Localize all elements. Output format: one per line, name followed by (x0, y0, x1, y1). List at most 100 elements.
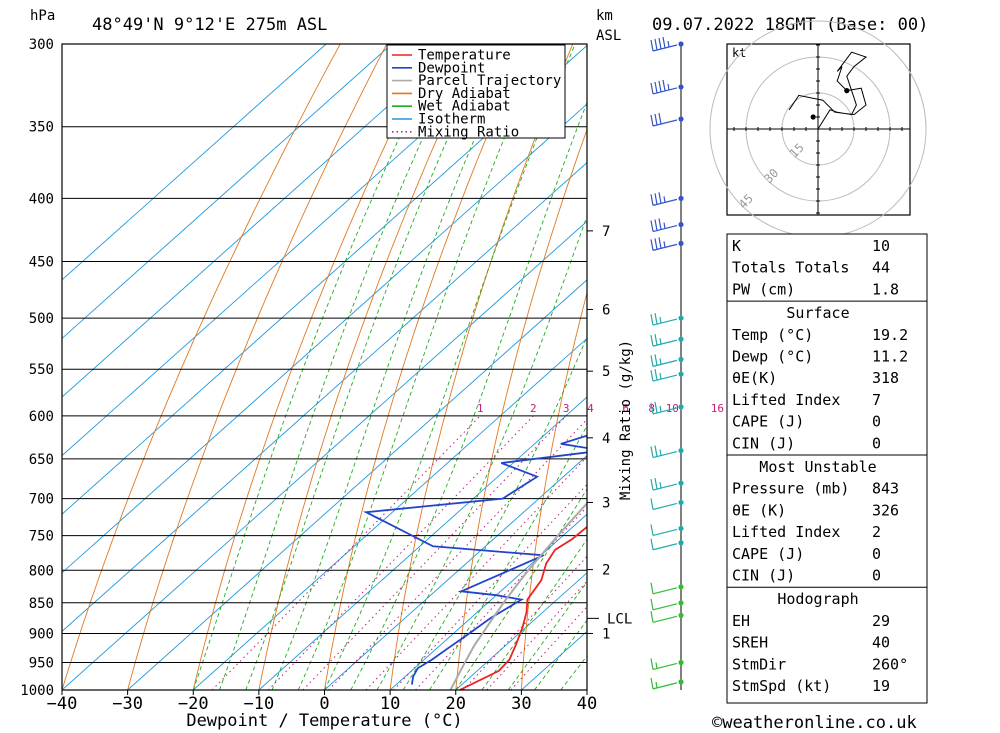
series-parcel-trajectory (449, 501, 587, 690)
index-value: 44 (872, 259, 890, 277)
isotherm-line (389, 513, 587, 690)
pressure-tick-label: 650 (29, 452, 54, 468)
wind-barb-flag (658, 80, 662, 93)
wind-level-dot (678, 447, 684, 454)
mixing-ratio-label: 16 (711, 402, 724, 415)
wind-barb-half-flag (659, 449, 662, 456)
wind-barb-flag (650, 524, 654, 536)
pressure-tick-label: 850 (29, 596, 54, 612)
index-value: 10 (872, 237, 890, 255)
wind-barb-flag (650, 658, 654, 670)
wind-barb-flag (650, 582, 654, 594)
index-label: θE (K) (732, 501, 786, 519)
wind-profile (650, 36, 684, 690)
dry-adiabat-line (520, 291, 587, 690)
wind-barb-flag (650, 446, 654, 458)
pressure-tick-label: 500 (29, 311, 54, 327)
wind-barb-flag (662, 79, 666, 92)
wind-barb-shaft (652, 502, 678, 511)
index-label: CAPE (J) (732, 545, 804, 563)
pressure-tick-label: 700 (29, 492, 54, 508)
legend-entry: Mixing Ratio (418, 124, 519, 140)
wind-level-dot (678, 679, 684, 685)
wind-level-dot (678, 371, 684, 377)
wind-level-dot (678, 540, 684, 546)
isotherm-line (62, 162, 587, 633)
wind-barb-half-flag (655, 662, 658, 669)
mixing-ratio-axis-label: Mixing Ratio (g/kg) (618, 340, 634, 500)
pressure-tick-label: 900 (29, 626, 54, 642)
wind-barb-flag (650, 39, 654, 52)
index-value: 19 (872, 677, 890, 695)
legend-entry: Temperature (418, 48, 511, 64)
index-value: 19.2 (872, 326, 908, 344)
height-tick-label: 5 (602, 364, 610, 380)
wind-barb-flag (650, 598, 654, 610)
index-label: CAPE (J) (732, 413, 804, 431)
pressure-tick-label: 300 (29, 37, 54, 53)
wind-barb-flag (650, 369, 654, 382)
wind-barb-flag (654, 368, 658, 381)
index-value: 11.2 (872, 348, 908, 366)
wind-barb-flag (650, 611, 654, 623)
wind-barb-shaft (652, 587, 678, 595)
hodograph-unit: kt (732, 46, 746, 60)
index-label: Totals Totals (732, 259, 849, 277)
wind-barb-flag (654, 38, 658, 51)
index-value: 318 (872, 369, 899, 387)
wind-level-dot (678, 116, 684, 122)
wind-barb-half-flag (659, 372, 662, 380)
wind-barb-half-flag (663, 196, 666, 203)
wind-barb-flag (650, 335, 654, 347)
wind-barb-flag (654, 113, 658, 126)
wet-adiabat-line (324, 44, 576, 690)
index-label: Lifted Index (732, 391, 840, 409)
index-label: CIN (J) (732, 434, 795, 452)
legend-entry: Dry Adiabat (418, 86, 511, 102)
isotherm-line (62, 103, 587, 574)
series-layer (362, 434, 587, 690)
height-tick-label: 7 (602, 224, 610, 240)
index-label: Dewp (°C) (732, 348, 813, 366)
wind-barb-half-flag (663, 241, 666, 248)
series-dewpoint (362, 434, 587, 685)
wind-barb-flag (650, 538, 654, 550)
wind-level-dot (678, 480, 684, 486)
isotherm-line (324, 455, 587, 690)
pressure-tick-label: 950 (29, 655, 54, 671)
wind-barb-flag (650, 194, 654, 206)
hodograph-marker (844, 88, 850, 94)
pressure-tick-label: 550 (29, 362, 54, 378)
temp-tick-label: −20 (178, 694, 209, 714)
mixing-ratio-label: 2 (530, 402, 537, 415)
wet-adiabat-line (192, 44, 445, 690)
wind-level-dot (678, 600, 684, 606)
section-title: Most Unstable (759, 458, 876, 476)
wind-barb-flag (658, 37, 662, 50)
wind-barb-flag (650, 114, 654, 127)
km-label: km (596, 8, 613, 24)
wet-adiabat-line (429, 424, 587, 690)
wind-barb-flag (654, 445, 658, 457)
asl-label: ASL (596, 28, 621, 44)
wind-barb-half-flag (663, 222, 666, 229)
temp-tick-label: −40 (47, 694, 78, 714)
wind-barb-flag (658, 192, 662, 204)
wind-level-dot (678, 195, 684, 201)
wind-barb-flag (654, 81, 658, 94)
mixing-ratio-line (302, 415, 567, 690)
wind-barb-half-flag (659, 358, 662, 365)
height-tick-label: 4 (602, 431, 610, 447)
index-value: 7 (872, 391, 881, 409)
index-label: PW (cm) (732, 280, 795, 298)
index-value: 0 (872, 413, 881, 431)
mixing-ratio-line (267, 415, 534, 690)
wind-level-dot (678, 221, 684, 228)
index-value: 29 (872, 612, 890, 630)
wind-barb-flag (654, 312, 658, 325)
index-label: StmSpd (kt) (732, 677, 831, 695)
wind-barb-half-flag (659, 481, 662, 489)
series-temperature (459, 525, 587, 690)
